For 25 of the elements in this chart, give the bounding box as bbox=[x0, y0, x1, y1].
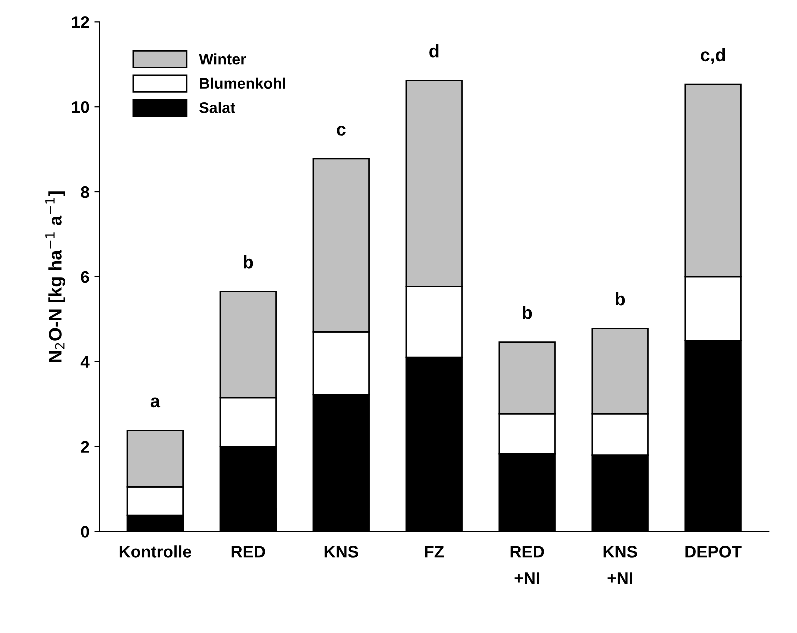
x-tick-label: KNS +NI bbox=[604, 546, 638, 584]
x-tick-label: KNS bbox=[324, 546, 358, 558]
x-tick-label: DEPOT bbox=[686, 546, 742, 558]
annotation: d bbox=[430, 44, 439, 58]
x-tick-label: FZ bbox=[425, 546, 444, 558]
y-tick-label: 0 bbox=[81, 526, 90, 538]
annotation: b bbox=[616, 292, 626, 306]
x-tick-label: Kontrolle bbox=[120, 546, 192, 558]
annotation: a bbox=[150, 398, 161, 408]
y-tick-label: 10 bbox=[72, 101, 90, 114]
legend-label: Salat bbox=[200, 102, 236, 114]
annotation: b bbox=[244, 256, 254, 269]
y-tick-label: 2 bbox=[81, 441, 90, 453]
y-tick-label: 4 bbox=[80, 356, 90, 368]
y-tick-label: 12 bbox=[72, 16, 90, 28]
annotation: c,d bbox=[700, 48, 726, 64]
x-tick-label: RED +NI bbox=[510, 546, 544, 584]
legend-label: Blumenkohl bbox=[200, 78, 286, 90]
annotation: b bbox=[523, 306, 532, 320]
annotation: c bbox=[337, 126, 346, 136]
y-axis-title: N$_{2}$O-N [kg ha$^{−1}$ a$^{−1}$] bbox=[46, 192, 66, 362]
y-tick-label: 6 bbox=[81, 271, 90, 284]
y-tick-label: 8 bbox=[81, 186, 90, 198]
x-tick-label: RED bbox=[232, 546, 266, 558]
legend-label: Winter bbox=[199, 54, 246, 65]
